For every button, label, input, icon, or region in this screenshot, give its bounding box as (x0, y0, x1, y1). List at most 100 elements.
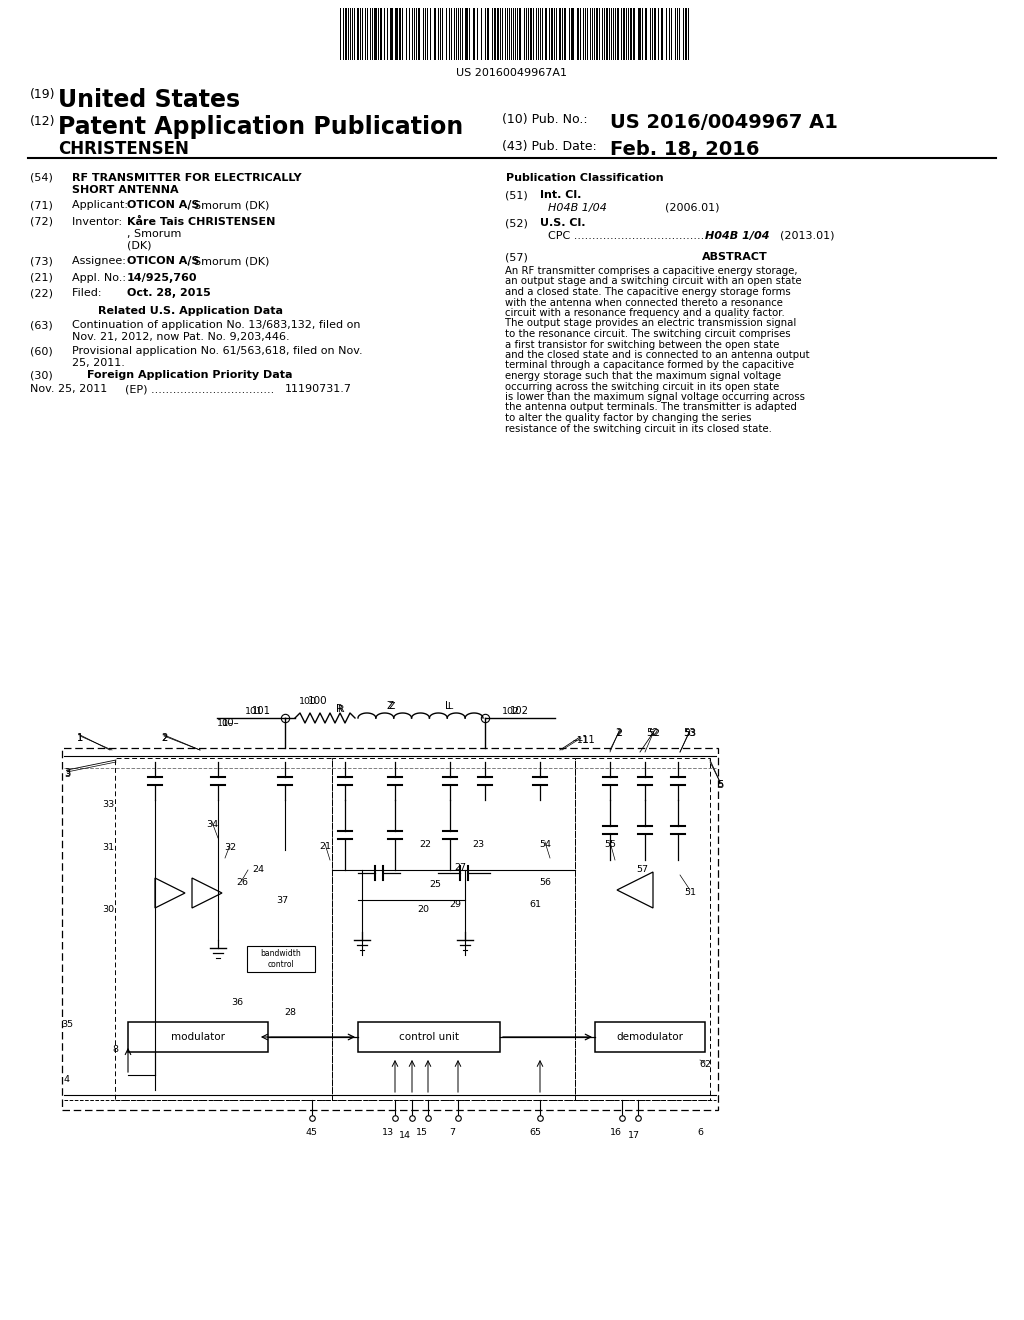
Bar (630, 8, 632, 59)
Text: H04B 1/04: H04B 1/04 (705, 231, 769, 242)
Text: 54: 54 (539, 840, 551, 849)
Text: 31: 31 (102, 843, 114, 851)
Text: 100: 100 (299, 697, 317, 706)
Bar (662, 8, 663, 59)
Text: (2006.01): (2006.01) (665, 203, 720, 213)
Text: 34: 34 (206, 820, 218, 829)
Bar (623, 8, 625, 59)
Text: Appl. No.:: Appl. No.: (72, 273, 129, 282)
Text: 5: 5 (717, 780, 723, 789)
Text: 102: 102 (510, 706, 529, 715)
Text: Int. Cl.: Int. Cl. (540, 190, 582, 201)
Text: OTICON A/S: OTICON A/S (127, 201, 200, 210)
Text: 2: 2 (614, 729, 622, 738)
Text: to the resonance circuit. The switching circuit comprises: to the resonance circuit. The switching … (505, 329, 791, 339)
Text: 26: 26 (236, 878, 248, 887)
Text: Z: Z (386, 701, 393, 711)
Text: and the closed state and is connected to an antenna output: and the closed state and is connected to… (505, 350, 810, 360)
Text: –11: –11 (572, 737, 590, 744)
Text: ABSTRACT: ABSTRACT (702, 252, 768, 261)
Text: (72): (72) (30, 216, 53, 227)
Bar (617, 8, 618, 59)
Text: Provisional application No. 61/563,618, filed on Nov.: Provisional application No. 61/563,618, … (72, 346, 362, 356)
Text: 10–: 10– (222, 718, 240, 729)
Text: , Smorum (DK): , Smorum (DK) (187, 201, 269, 210)
Text: 30: 30 (102, 906, 114, 913)
Text: 5: 5 (717, 780, 723, 789)
Text: resistance of the switching circuit in its closed state.: resistance of the switching circuit in i… (505, 424, 772, 433)
Text: Publication Classification: Publication Classification (506, 173, 664, 183)
Text: CPC ......................................: CPC ....................................… (548, 231, 712, 242)
Text: 101: 101 (252, 706, 271, 715)
Text: 6: 6 (697, 1129, 703, 1137)
Text: (EP) ..................................: (EP) .................................. (125, 384, 274, 393)
Bar (654, 8, 656, 59)
Text: (51): (51) (505, 190, 527, 201)
Text: (30): (30) (30, 370, 53, 380)
Text: 8: 8 (112, 1045, 118, 1053)
Text: (19): (19) (30, 88, 55, 102)
Text: (DK): (DK) (127, 242, 152, 251)
Text: United States: United States (58, 88, 240, 112)
Text: 1: 1 (77, 733, 83, 743)
Text: U.S. Cl.: U.S. Cl. (540, 218, 586, 228)
Text: (52): (52) (505, 218, 528, 228)
Bar (345, 8, 347, 59)
Text: –11: –11 (578, 735, 596, 744)
Text: 20: 20 (417, 906, 429, 913)
Text: and a closed state. The capacitive energy storage forms: and a closed state. The capacitive energ… (505, 286, 791, 297)
Bar (247, 946, 315, 972)
Text: Foreign Application Priority Data: Foreign Application Priority Data (87, 370, 293, 380)
Text: (21): (21) (30, 273, 53, 282)
Text: control unit: control unit (399, 1032, 459, 1041)
Text: (12): (12) (30, 115, 55, 128)
Text: 21: 21 (319, 842, 331, 851)
Text: 24: 24 (252, 865, 264, 874)
Bar (332, 758, 575, 1100)
Text: (73): (73) (30, 256, 53, 267)
Text: Kåre Tais CHRISTENSEN: Kåre Tais CHRISTENSEN (127, 216, 275, 227)
Text: 13: 13 (382, 1129, 394, 1137)
Text: L: L (445, 701, 451, 711)
Text: 53: 53 (684, 729, 696, 738)
Bar (115, 758, 332, 1100)
Text: 1: 1 (77, 734, 83, 743)
Bar (575, 758, 710, 1100)
Text: 53: 53 (684, 729, 696, 738)
Text: demodulator: demodulator (616, 1032, 683, 1041)
Text: Nov. 25, 2011: Nov. 25, 2011 (30, 384, 108, 393)
Text: Applicant:: Applicant: (72, 201, 131, 210)
Bar (374, 8, 377, 59)
Bar (390, 8, 393, 59)
Text: 2: 2 (161, 734, 167, 743)
Text: An RF transmitter comprises a capacitive energy storage,: An RF transmitter comprises a capacitive… (505, 267, 798, 276)
Text: 29: 29 (449, 900, 461, 909)
Text: Inventor:: Inventor: (72, 216, 129, 227)
Text: 17: 17 (628, 1131, 640, 1140)
Text: L: L (447, 702, 453, 711)
Text: 32: 32 (224, 843, 237, 851)
Text: 36: 36 (231, 998, 243, 1007)
Bar (418, 8, 420, 59)
Text: 51: 51 (684, 888, 696, 898)
Bar (638, 8, 641, 59)
Text: an output stage and a switching circuit with an open state: an output stage and a switching circuit … (505, 276, 802, 286)
Bar (494, 8, 496, 59)
Text: 45: 45 (306, 1129, 318, 1137)
Text: 55: 55 (604, 840, 616, 849)
Bar (380, 8, 382, 59)
Text: , Smorum: , Smorum (127, 228, 181, 239)
Bar (62, 748, 718, 1110)
Text: RF TRANSMITTER FOR ELECTRICALLY: RF TRANSMITTER FOR ELECTRICALLY (72, 173, 302, 183)
Text: 14: 14 (399, 1131, 411, 1140)
Text: with the antenna when connected thereto a resonance: with the antenna when connected thereto … (505, 297, 783, 308)
Text: 52: 52 (646, 729, 659, 738)
Bar (497, 8, 499, 59)
Text: 57: 57 (636, 865, 648, 874)
Bar (559, 8, 561, 59)
Text: 14/925,760: 14/925,760 (127, 273, 198, 282)
Text: 52: 52 (648, 729, 660, 738)
Bar (551, 8, 553, 59)
Text: (43) Pub. Date:: (43) Pub. Date: (502, 140, 597, 153)
Bar (473, 8, 475, 59)
